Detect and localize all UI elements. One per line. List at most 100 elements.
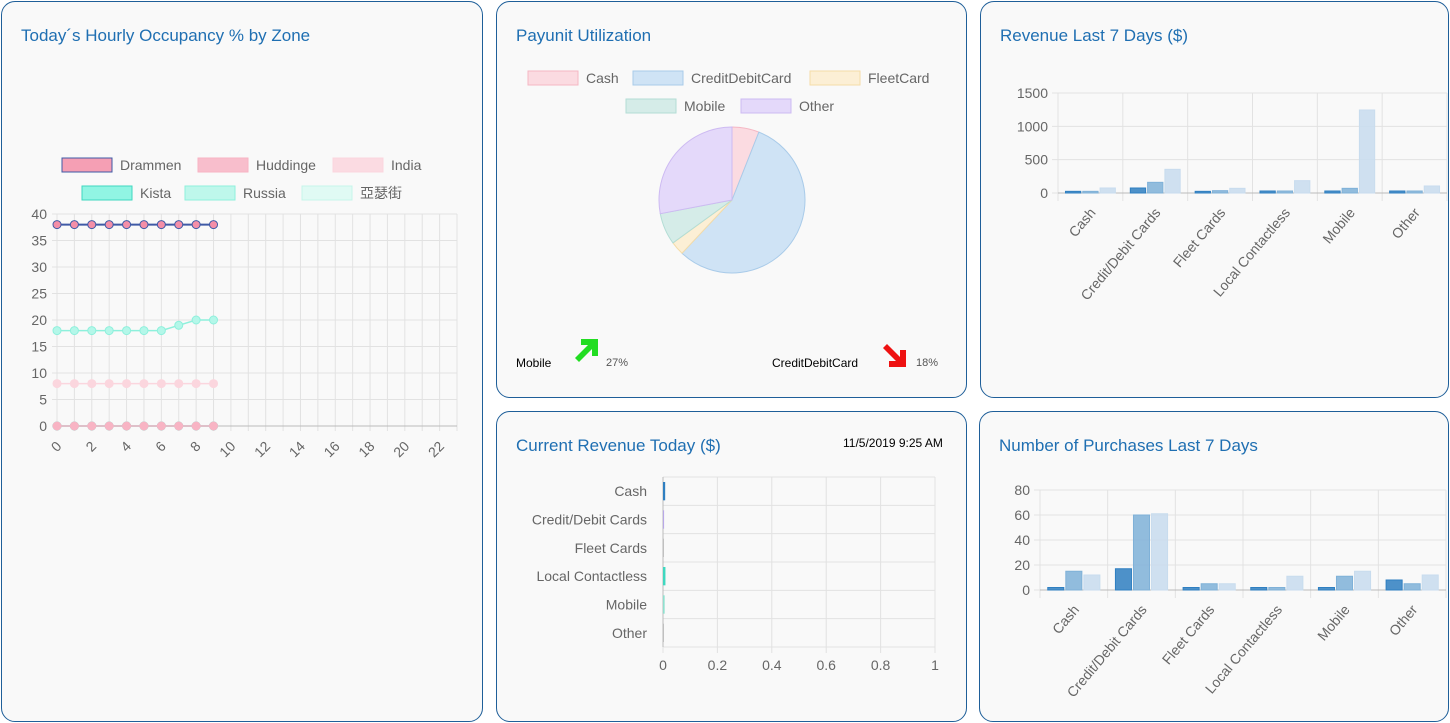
- legend-swatch: [527, 70, 579, 86]
- data-point: [156, 326, 166, 336]
- x-tick-label: 16: [320, 438, 342, 460]
- bar: [663, 482, 666, 501]
- y-tick-label: 25: [31, 286, 47, 302]
- y-tick-label: 5: [39, 392, 47, 408]
- data-point: [191, 379, 201, 389]
- bar: [1194, 190, 1211, 194]
- trend-down-label: CreditDebitCard: [772, 356, 859, 370]
- legend-swatch: [301, 185, 353, 201]
- data-point: [139, 326, 149, 336]
- y-tick-label: 35: [31, 233, 47, 249]
- y-tick-label: 10: [31, 365, 47, 381]
- x-tick-label: 6: [152, 438, 169, 455]
- bar: [1250, 587, 1268, 591]
- data-point: [104, 326, 114, 336]
- y-tick-label: 0: [1040, 185, 1048, 201]
- data-point: [156, 421, 166, 431]
- bar: [1211, 190, 1229, 194]
- data-point: [87, 326, 97, 336]
- bar: [1099, 187, 1116, 194]
- y-tick-label: 60: [1014, 507, 1030, 523]
- x-tick-label: Fleet Cards: [1159, 602, 1218, 668]
- data-point: [122, 379, 132, 389]
- bar: [1403, 583, 1421, 591]
- timestamp: 11/5/2019 9:25 AM: [843, 436, 943, 450]
- bar: [1229, 187, 1246, 194]
- data-point: [104, 379, 114, 389]
- occupancy-card: Today´s Hourly Occupancy % by Zone Dramm…: [1, 1, 483, 722]
- x-tick-label: Other: [1388, 204, 1423, 241]
- revenue7-title: Revenue Last 7 Days ($): [1000, 26, 1189, 45]
- y-tick-label: 15: [31, 339, 47, 355]
- bar: [1147, 181, 1164, 194]
- y-tick-label: 0: [39, 418, 47, 434]
- x-tick-label: 14: [286, 438, 308, 460]
- x-tick-label: Other: [1386, 601, 1421, 638]
- current-title: Current Revenue Today ($): [516, 436, 721, 455]
- bar: [663, 567, 666, 586]
- x-tick-label: Mobile: [1314, 601, 1353, 643]
- data-point: [174, 379, 184, 389]
- data-point: [122, 326, 132, 336]
- x-tick-label: 10: [216, 438, 238, 460]
- y-tick-label: 20: [31, 312, 47, 328]
- legend-label: Kista: [140, 185, 171, 201]
- data-point: [209, 421, 219, 431]
- bar: [1182, 587, 1200, 591]
- x-tick-label: 18: [355, 438, 377, 460]
- data-point: [69, 379, 79, 389]
- legend-label: CreditDebitCard: [691, 70, 791, 86]
- bar: [1354, 570, 1372, 591]
- payunit-title: Payunit Utilization: [516, 26, 652, 45]
- bar: [1164, 168, 1181, 194]
- x-tick-label: Local Contactless: [1202, 602, 1285, 697]
- legend-label: FleetCard: [868, 70, 929, 86]
- purchases7-card: Number of Purchases Last 7 Days 0 20 40 60 8…: [979, 411, 1449, 722]
- bar: [1317, 587, 1335, 591]
- legend-swatch: [740, 98, 792, 114]
- bar: [1065, 570, 1083, 591]
- bar: [1259, 190, 1276, 194]
- legend-swatch: [625, 98, 677, 114]
- current-card: Current Revenue Today ($) 11/5/2019 9:25…: [496, 411, 967, 722]
- bar: [1341, 187, 1358, 194]
- legend-swatch: [332, 157, 384, 173]
- purchases7-title: Number of Purchases Last 7 Days: [999, 436, 1258, 455]
- data-point: [191, 421, 201, 431]
- data-point: [87, 220, 97, 230]
- data-point: [87, 421, 97, 431]
- y-tick-label: 1500: [1017, 85, 1048, 101]
- legend-label: 亞瑟街: [360, 185, 402, 201]
- legend-label: India: [391, 157, 422, 173]
- x-tick-label: 0.2: [708, 657, 728, 673]
- data-point: [191, 220, 201, 230]
- x-tick-label: Fleet Cards: [1170, 205, 1229, 271]
- data-point: [209, 379, 219, 389]
- y-tick-label: Credit/Debit Cards: [532, 512, 647, 528]
- bar: [1114, 568, 1132, 591]
- data-point: [156, 220, 166, 230]
- data-point: [122, 421, 132, 431]
- series-line-Russia: [57, 319, 214, 332]
- bar: [1324, 190, 1341, 194]
- legend-label: Other: [799, 98, 834, 114]
- x-tick-label: 0.8: [871, 657, 891, 673]
- bar: [1421, 574, 1439, 591]
- x-tick-label: 4: [117, 438, 134, 455]
- x-tick-label: 0: [48, 438, 65, 455]
- bar: [663, 595, 665, 614]
- data-point: [69, 220, 79, 230]
- bar: [1064, 190, 1082, 194]
- x-tick-label: 0.4: [762, 657, 782, 673]
- x-tick-label: Cash: [1049, 602, 1082, 637]
- pie-slice-CreditDebitCard: [681, 131, 806, 274]
- bar: [1406, 190, 1423, 194]
- data-point: [69, 421, 79, 431]
- x-tick-label: 20: [390, 438, 412, 460]
- data-point: [174, 220, 184, 230]
- data-point: [139, 421, 149, 431]
- bar: [663, 623, 664, 642]
- payunit-card: Payunit Utilization Cash CreditDebitCard F…: [496, 1, 967, 398]
